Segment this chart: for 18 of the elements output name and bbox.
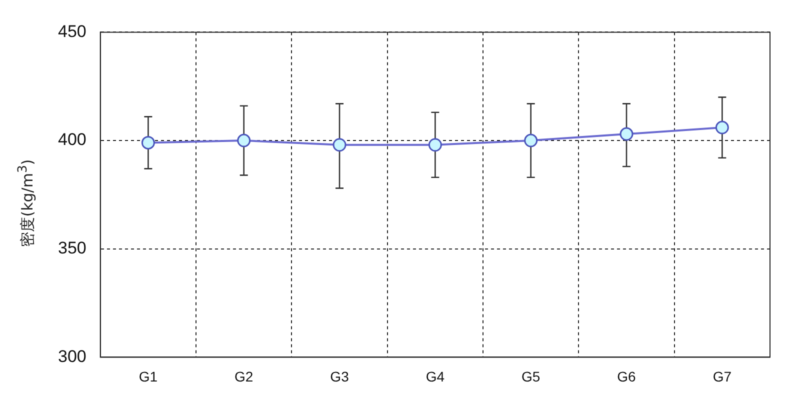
x-tick-label: G2 bbox=[234, 368, 254, 384]
x-tick-label: G6 bbox=[617, 368, 636, 384]
point bbox=[428, 138, 442, 152]
point bbox=[715, 120, 729, 134]
point bbox=[524, 134, 538, 148]
y-tick-label: 300 bbox=[58, 346, 86, 366]
point bbox=[332, 138, 346, 152]
point bbox=[237, 134, 251, 148]
x-tick-label: G3 bbox=[330, 368, 350, 384]
y-tick-label: 450 bbox=[58, 22, 86, 41]
y-tick-label: 350 bbox=[58, 238, 86, 258]
x-tick-label: G7 bbox=[712, 368, 732, 384]
x-tick-label: G4 bbox=[426, 368, 445, 384]
x-tick-label: G1 bbox=[138, 368, 158, 384]
x-tick-label: G5 bbox=[522, 368, 540, 384]
y-tick-label: 400 bbox=[58, 130, 86, 150]
point bbox=[620, 127, 634, 141]
point bbox=[141, 136, 155, 150]
